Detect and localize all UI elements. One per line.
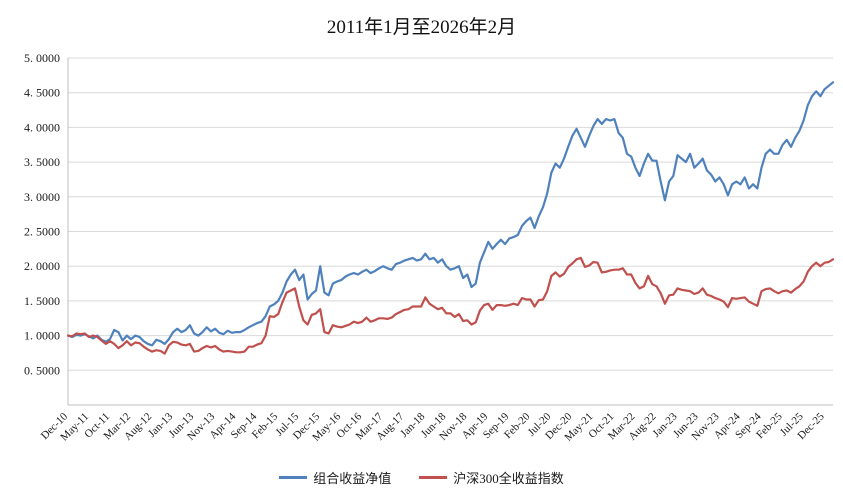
- y-axis-tick-label: 0. 5000: [24, 363, 60, 377]
- legend-label-portfolio: 组合收益净值: [313, 471, 392, 486]
- y-axis-tick-label: 2. 0000: [24, 259, 60, 273]
- chart-svg: 0. 5000 1. 0000 1. 5000 2. 0000 2. 5000 3. 00…: [24, 51, 835, 444]
- y-axis-tick-label: 4. 5000: [24, 86, 60, 100]
- y-axis-tick-label: 1. 5000: [24, 294, 60, 308]
- y-axis-tick-label: 2. 5000: [24, 225, 60, 239]
- y-axis-tick-label: 5. 0000: [24, 51, 60, 65]
- legend-label-csi300: 沪深300全收益指数: [453, 471, 564, 486]
- chart-legend: 组合收益净值 沪深300全收益指数: [0, 468, 843, 487]
- chart-title: 2011年1月至2026年2月: [326, 17, 517, 38]
- y-axis-tick-label: 3. 5000: [24, 155, 60, 169]
- series-line-0: [66, 81, 835, 347]
- legend-item-csi300: 沪深300全收益指数: [419, 468, 564, 487]
- legend-item-portfolio: 组合收益净值: [279, 468, 391, 487]
- y-axis-tick-label: 4. 0000: [24, 120, 60, 134]
- y-axis-tick-label: 1. 0000: [24, 329, 60, 343]
- legend-swatch-red-line-icon: [419, 476, 448, 479]
- y-axis-tick-label: 3. 0000: [24, 190, 60, 204]
- legend-swatch-blue-line-icon: [279, 476, 308, 479]
- series-line-1: [66, 256, 835, 355]
